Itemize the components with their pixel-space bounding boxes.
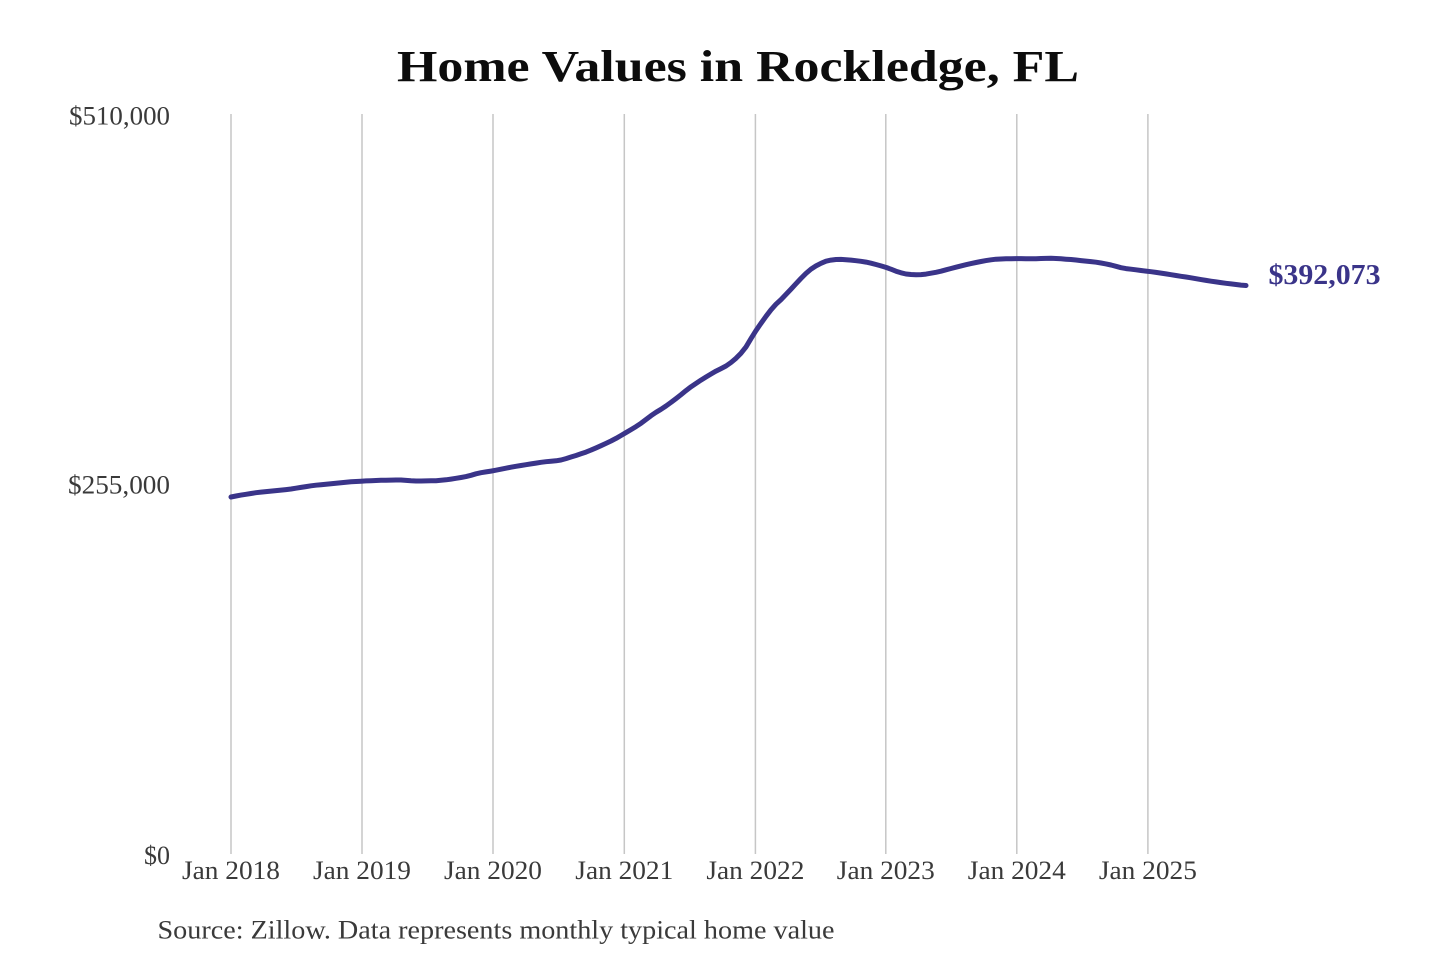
svg-text:Jan 2022: Jan 2022 xyxy=(706,856,804,885)
svg-text:Source: Zillow. Data represent: Source: Zillow. Data represents monthly … xyxy=(158,916,835,945)
svg-text:Home Values in Rockledge, FL: Home Values in Rockledge, FL xyxy=(397,42,1079,91)
svg-text:Jan 2021: Jan 2021 xyxy=(575,856,673,885)
svg-text:Jan 2020: Jan 2020 xyxy=(444,856,542,885)
svg-text:Jan 2023: Jan 2023 xyxy=(837,856,935,885)
svg-text:Jan 2019: Jan 2019 xyxy=(313,856,411,885)
svg-text:Jan 2024: Jan 2024 xyxy=(968,856,1066,885)
svg-text:$0: $0 xyxy=(144,841,170,870)
svg-text:Jan 2018: Jan 2018 xyxy=(182,856,280,885)
svg-text:Jan 2025: Jan 2025 xyxy=(1099,856,1197,885)
svg-text:$392,073: $392,073 xyxy=(1269,260,1381,291)
svg-text:$510,000: $510,000 xyxy=(69,101,170,130)
svg-text:$255,000: $255,000 xyxy=(68,470,170,499)
